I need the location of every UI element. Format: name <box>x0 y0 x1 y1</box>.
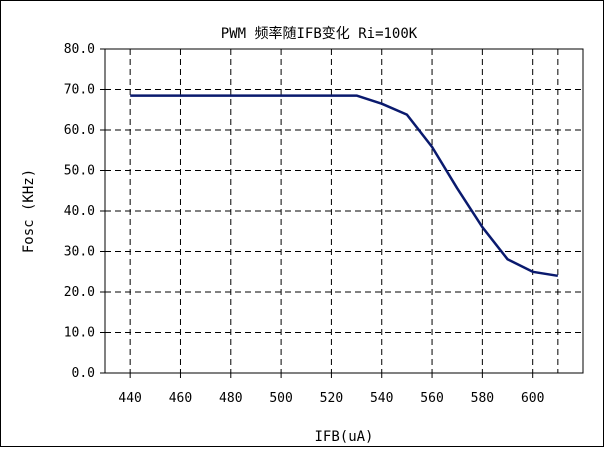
x-tick-label: 580 <box>471 391 494 406</box>
series-layer <box>130 94 558 278</box>
y-axis-title: Fosc (KHz) <box>21 169 37 253</box>
y-tick-label: 80.0 <box>64 42 95 57</box>
x-tick-label: 520 <box>320 391 343 406</box>
y-tick-label: 70.0 <box>64 83 95 98</box>
x-axis-title: IFB(uA) <box>314 429 373 445</box>
x-tick-label: 480 <box>219 391 242 406</box>
chart-frame <box>0 0 604 447</box>
x-tick-label: 560 <box>420 391 443 406</box>
x-tick-label: 500 <box>269 391 292 406</box>
x-tick-label: 440 <box>118 391 141 406</box>
y-tick-label: 20.0 <box>64 285 95 300</box>
y-tick-label: 0.0 <box>72 366 95 381</box>
y-tick-label: 60.0 <box>64 123 95 138</box>
chart-title: PWM 频率随IFB变化 Ri=100K <box>221 25 418 42</box>
y-tick-label: 50.0 <box>64 164 95 179</box>
y-tick-label: 30.0 <box>64 245 95 260</box>
series-line <box>130 94 558 278</box>
grid <box>105 49 583 373</box>
x-tick-label: 460 <box>169 391 192 406</box>
x-tick-label: 540 <box>370 391 393 406</box>
x-axis-ticks: 440 460 480 500 520 540 560 580 600 <box>118 373 544 406</box>
x-tick-label: 600 <box>521 391 544 406</box>
y-tick-label: 40.0 <box>64 204 95 219</box>
y-axis-ticks: 0.0 10.0 20.0 30.0 40.0 50.0 60.0 70.0 80.0 <box>64 42 105 381</box>
y-tick-label: 10.0 <box>64 326 95 341</box>
